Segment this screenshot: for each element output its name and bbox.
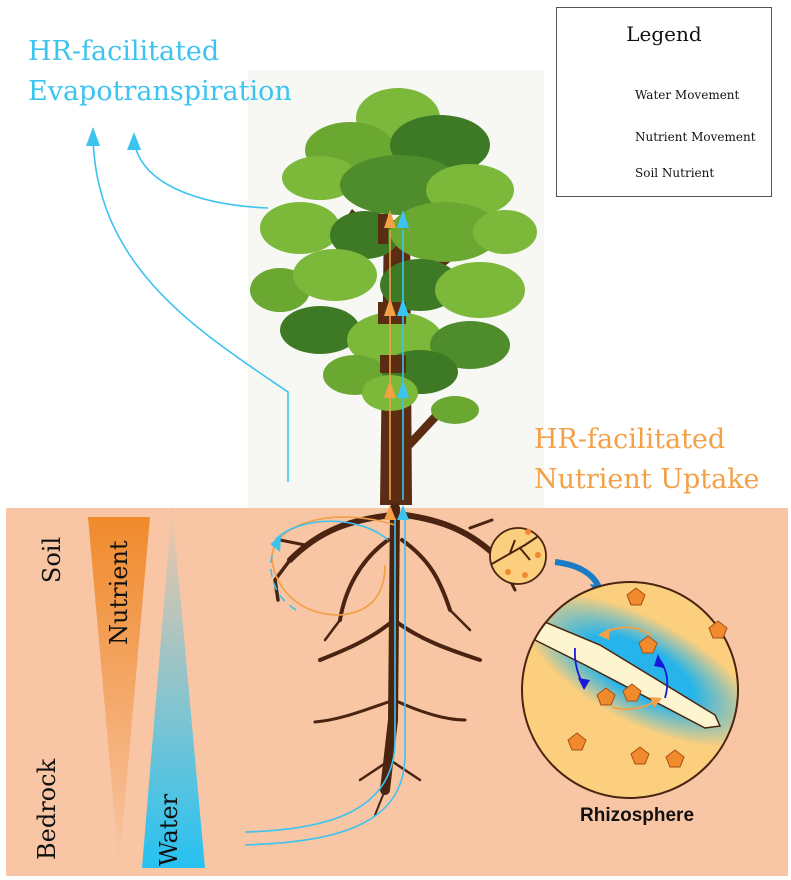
nutrient-gradient-label: Nutrient <box>105 540 133 645</box>
soil-label: Soil <box>38 536 66 584</box>
small-magnifier-nutrients <box>505 529 541 578</box>
rhizosphere-caption: Rhizosphere <box>580 805 695 826</box>
legend-title: Legend <box>626 22 702 46</box>
water-root-loop-dashed <box>270 554 301 613</box>
trunk-gap-1 <box>378 214 388 244</box>
evap-arrowhead-left <box>86 127 100 146</box>
small-magnifier-circle <box>489 527 547 585</box>
nutrient-root-loop <box>271 516 396 616</box>
rhizosphere-outline <box>521 581 739 799</box>
water-loop-arrowhead <box>270 536 281 552</box>
legend-item-water: Water Movement <box>635 88 740 102</box>
trunk-gap-3 <box>380 355 406 373</box>
evapotranspiration-arrows <box>92 134 289 482</box>
legend-item-soil-nutrient: Soil Nutrient <box>635 166 715 180</box>
water-uplift-lines <box>244 518 406 846</box>
tree-canopy <box>250 88 537 424</box>
small-magnifier-roots <box>490 534 541 566</box>
bedrock-label: Bedrock <box>33 758 61 860</box>
water-root-loop <box>274 520 389 541</box>
legend: Legend Water Movement Nutrient Movement … <box>556 7 772 197</box>
evapotranspiration-title: HR-facilitated Evapotranspiration <box>28 36 292 107</box>
trunk-arrowheads <box>384 210 409 398</box>
trunk-transport-arrows <box>389 230 404 500</box>
water-gradient-label: Water <box>155 793 183 867</box>
nutrient-uptake-title: HR-facilitated Nutrient Uptake <box>534 424 760 495</box>
nutrient-gradient-triangle <box>88 517 150 868</box>
water-gradient-triangle <box>142 505 205 868</box>
rhizosphere-root-tip <box>534 618 722 729</box>
evap-arrowhead-right <box>127 132 141 150</box>
legend-item-nutrient-movement: Nutrient Movement <box>635 130 756 144</box>
rhizosphere-nutrients <box>567 587 728 768</box>
